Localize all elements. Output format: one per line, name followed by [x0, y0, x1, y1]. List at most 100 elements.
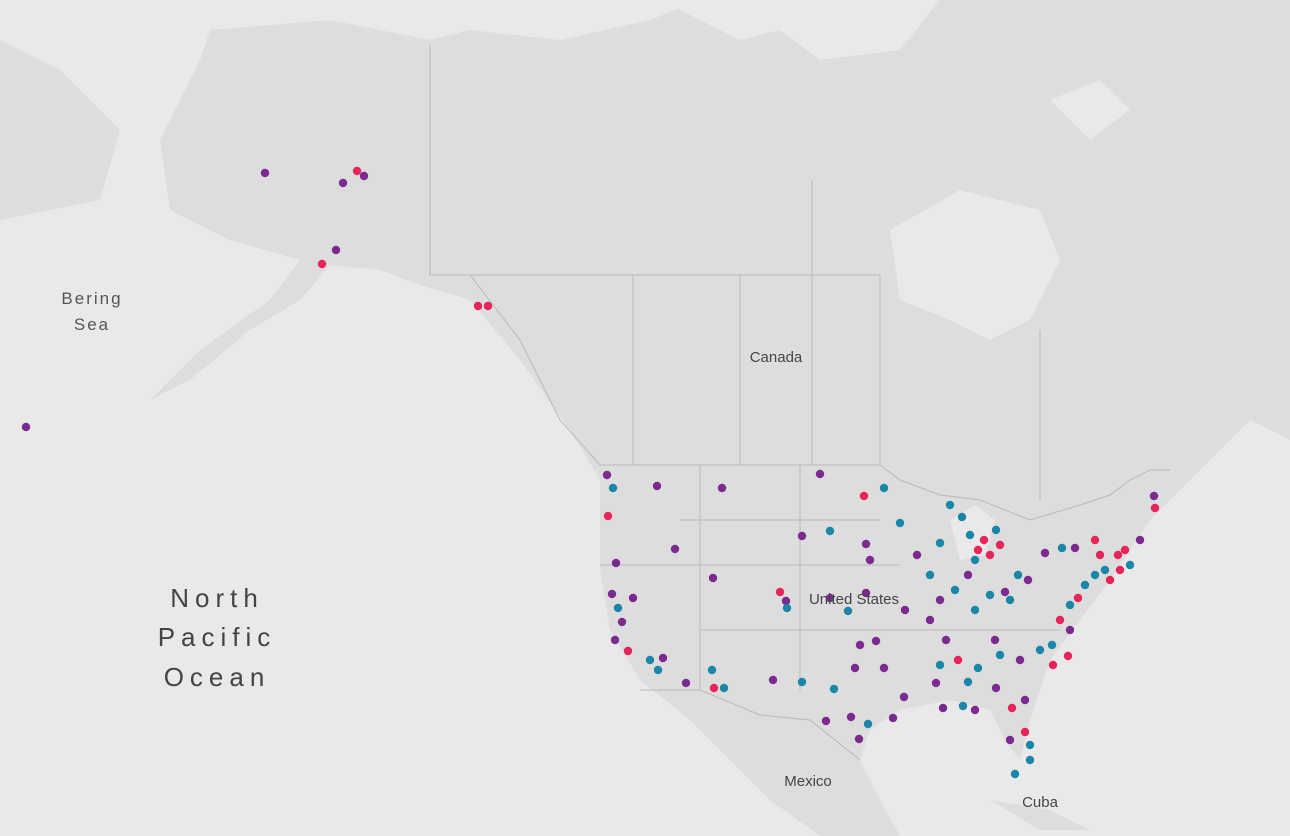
location-dot [843, 606, 853, 616]
location-dot [958, 701, 968, 711]
location-dot [1113, 550, 1123, 560]
arctic-water [1050, 80, 1130, 140]
location-dot [899, 692, 909, 702]
country-label: United States [809, 591, 899, 608]
location-dot [1115, 565, 1125, 575]
location-dot [985, 550, 995, 560]
location-dot [1073, 593, 1083, 603]
location-dot [1040, 548, 1050, 558]
location-dot [21, 422, 31, 432]
location-dot [317, 259, 327, 269]
location-dot [1095, 550, 1105, 560]
location-dot [973, 663, 983, 673]
location-dot [925, 570, 935, 580]
location-dot [1023, 575, 1033, 585]
location-dot [963, 677, 973, 687]
location-dot [1055, 615, 1065, 625]
country-label: Mexico [784, 773, 832, 790]
location-dot [260, 168, 270, 178]
location-dot [865, 555, 875, 565]
location-dots [21, 166, 1160, 779]
location-dot [1013, 570, 1023, 580]
location-dot [957, 512, 967, 522]
location-dot [991, 683, 1001, 693]
location-dot [613, 603, 623, 613]
location-dot [628, 593, 638, 603]
cuba-land [990, 800, 1090, 830]
location-dot [1025, 755, 1035, 765]
location-dot [995, 650, 1005, 660]
location-dot [797, 531, 807, 541]
location-dot [855, 640, 865, 650]
location-dot [717, 483, 727, 493]
location-dot [935, 595, 945, 605]
sea-label: Bering [61, 289, 122, 308]
location-dot [1015, 655, 1025, 665]
location-dot [1063, 651, 1073, 661]
location-dot [1105, 575, 1115, 585]
ocean-label: Pacific [158, 622, 277, 652]
location-dot [1000, 587, 1010, 597]
location-dot [781, 596, 791, 606]
location-dot [953, 655, 963, 665]
location-dot [1150, 503, 1160, 513]
location-dot [782, 603, 792, 613]
location-dot [871, 636, 881, 646]
location-dot [331, 245, 341, 255]
location-dot [768, 675, 778, 685]
location-dot [602, 470, 612, 480]
location-dot [708, 573, 718, 583]
location-dot [1047, 640, 1057, 650]
location-dot [965, 530, 975, 540]
location-dot [859, 491, 869, 501]
location-dot [931, 678, 941, 688]
location-dot [608, 483, 618, 493]
location-dot [888, 713, 898, 723]
location-dot [1065, 625, 1075, 635]
location-dot [995, 540, 1005, 550]
location-dot [1065, 600, 1075, 610]
location-dot [850, 663, 860, 673]
location-dot [603, 511, 613, 521]
location-dot [359, 171, 369, 181]
location-dot [963, 570, 973, 580]
location-dot [658, 653, 668, 663]
location-dot [941, 635, 951, 645]
location-dot [1020, 695, 1030, 705]
location-dot [483, 301, 493, 311]
location-dot [935, 660, 945, 670]
location-dot [1057, 543, 1067, 553]
location-dot [912, 550, 922, 560]
location-dot [1090, 570, 1100, 580]
location-dot [352, 166, 362, 176]
location-dot [1090, 535, 1100, 545]
location-dot [861, 539, 871, 549]
location-dot [670, 544, 680, 554]
sea-label: Sea [74, 315, 110, 334]
location-dot [611, 558, 621, 568]
location-dot [846, 712, 856, 722]
location-dot [895, 518, 905, 528]
location-dot [473, 301, 483, 311]
location-dot [825, 526, 835, 536]
location-dot [925, 615, 935, 625]
us-mexico-border [640, 689, 861, 761]
location-dot [985, 590, 995, 600]
location-dot [879, 483, 889, 493]
location-dot [821, 716, 831, 726]
asia-coast [0, 40, 120, 220]
location-dot [719, 683, 729, 693]
location-dot [681, 678, 691, 688]
location-dot [1025, 740, 1035, 750]
location-dot [1007, 703, 1017, 713]
location-dot [1005, 595, 1015, 605]
location-dot [1010, 769, 1020, 779]
location-dot [610, 635, 620, 645]
location-dot [935, 538, 945, 548]
hudson-bay [890, 190, 1060, 340]
location-dot [1080, 580, 1090, 590]
arctic-channel [660, 0, 940, 60]
location-dot [1149, 491, 1159, 501]
